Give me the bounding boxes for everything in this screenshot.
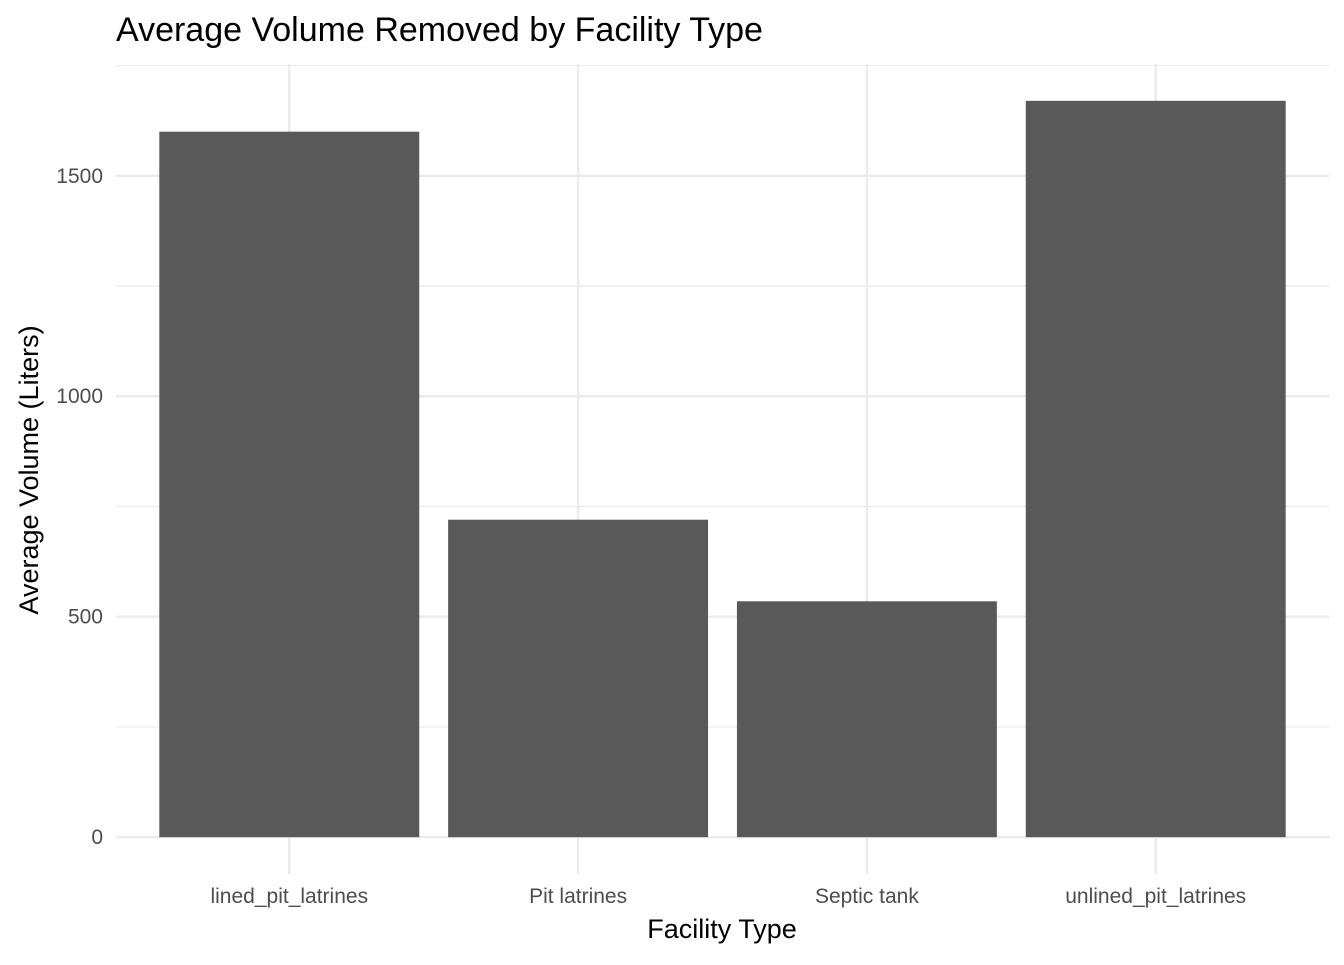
bar-unlined-pit-latrines: [1025, 100, 1286, 838]
bar-pit-latrines: [448, 519, 709, 838]
y-tick-label: 0: [91, 826, 103, 849]
y-tick-label: 1500: [56, 165, 103, 188]
y-tick-label: 500: [68, 606, 103, 629]
x-tick-label: unlined_pit_latrines: [1065, 885, 1246, 908]
x-axis-label: Facility Type: [647, 914, 797, 944]
x-axis-ticks: lined_pit_latrines Pit latrines Septic tan…: [210, 885, 1246, 908]
x-tick-label: lined_pit_latrines: [210, 885, 368, 908]
x-tick-label: Pit latrines: [529, 885, 627, 908]
x-tick-label: Septic tank: [815, 885, 919, 908]
y-axis-ticks: 0 500 1000 1500: [56, 165, 103, 849]
chart-title: Average Volume Removed by Facility Type: [116, 11, 763, 49]
y-axis-label: Average Volume (Liters): [14, 325, 44, 614]
bar-septic-tank: [736, 601, 997, 838]
bars: [159, 100, 1286, 838]
y-tick-label: 1000: [56, 385, 103, 408]
bar-lined-pit-latrines: [159, 131, 420, 838]
